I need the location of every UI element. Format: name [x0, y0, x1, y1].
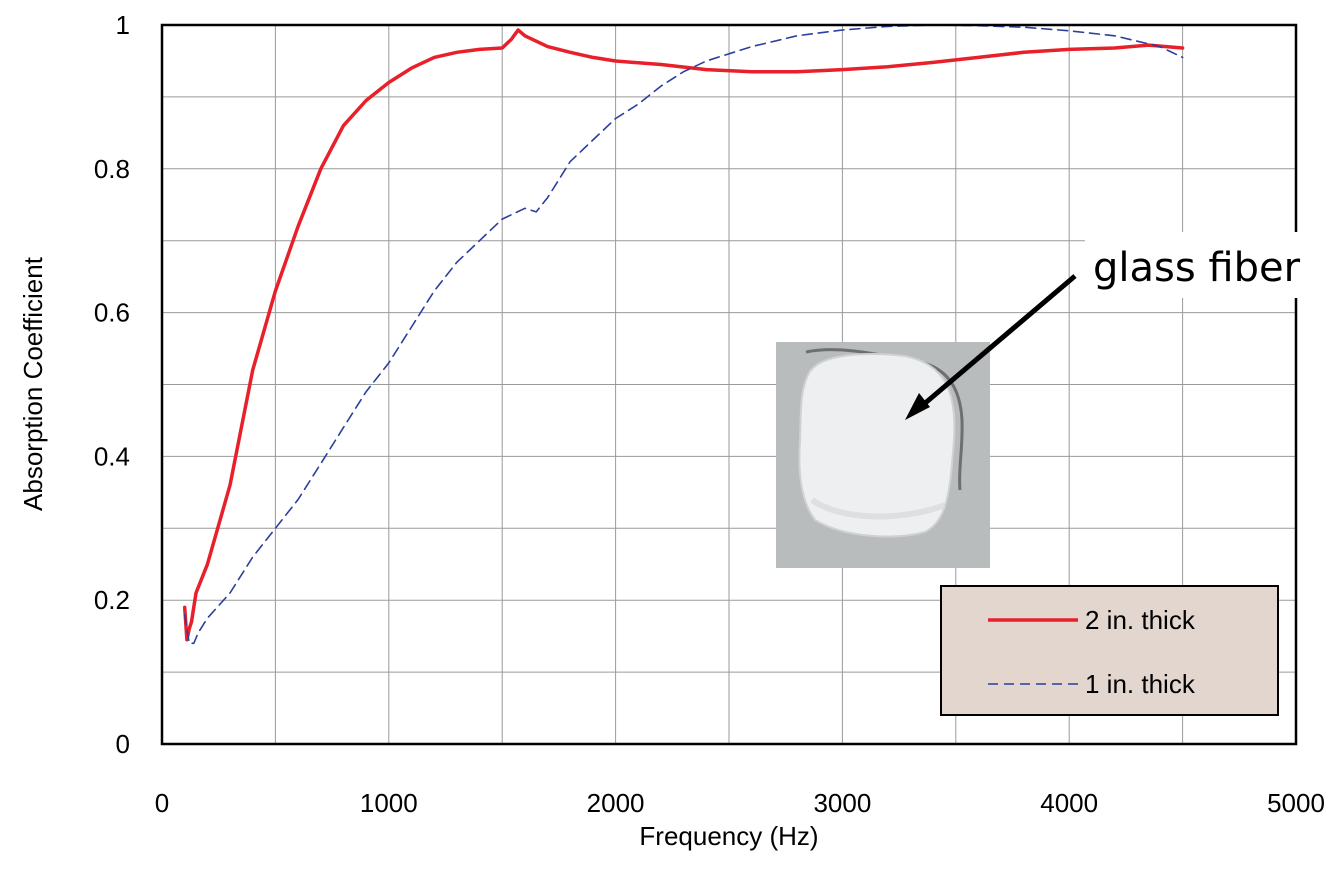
x-tick-label: 2000 [587, 788, 645, 818]
x-axis-title: Frequency (Hz) [639, 821, 818, 851]
legend-label-1in: 1 in. thick [1085, 669, 1196, 699]
y-tick-label: 0 [116, 729, 130, 759]
x-tick-label: 3000 [813, 788, 871, 818]
legend-label-2in: 2 in. thick [1085, 605, 1196, 635]
plot-frame [160, 23, 1298, 746]
x-tick-label: 0 [155, 788, 169, 818]
y-axis-title: Absorption Coefficient [18, 256, 48, 511]
x-tick-label: 5000 [1267, 788, 1325, 818]
y-axis-ticks: 0 0.2 0.4 0.6 0.8 1 [94, 10, 130, 759]
legend: 2 in. thick 1 in. thick [940, 585, 1279, 716]
x-axis-ticks: 0 1000 2000 3000 4000 5000 [155, 788, 1325, 818]
legend-box [940, 585, 1279, 716]
series-line-2in [182, 28, 1185, 642]
y-tick-label: 0.2 [94, 585, 130, 615]
y-tick-label: 1 [116, 10, 130, 40]
annotation: glass fiber [905, 232, 1342, 420]
y-tick-label: 0.6 [94, 298, 130, 328]
grid-lines [162, 25, 1296, 744]
x-tick-label: 4000 [1040, 788, 1098, 818]
annotation-arrow-head [905, 393, 930, 420]
sample-shading [810, 497, 947, 520]
x-tick-label: 1000 [360, 788, 418, 818]
annotation-arrow-line [915, 274, 1077, 412]
photo-edge-curve [805, 348, 964, 491]
annotation-label-bg [1085, 232, 1342, 298]
y-tick-label: 0.4 [94, 441, 130, 471]
annotation-label: glass fiber [1093, 245, 1301, 291]
y-tick-label: 0.8 [94, 154, 130, 184]
